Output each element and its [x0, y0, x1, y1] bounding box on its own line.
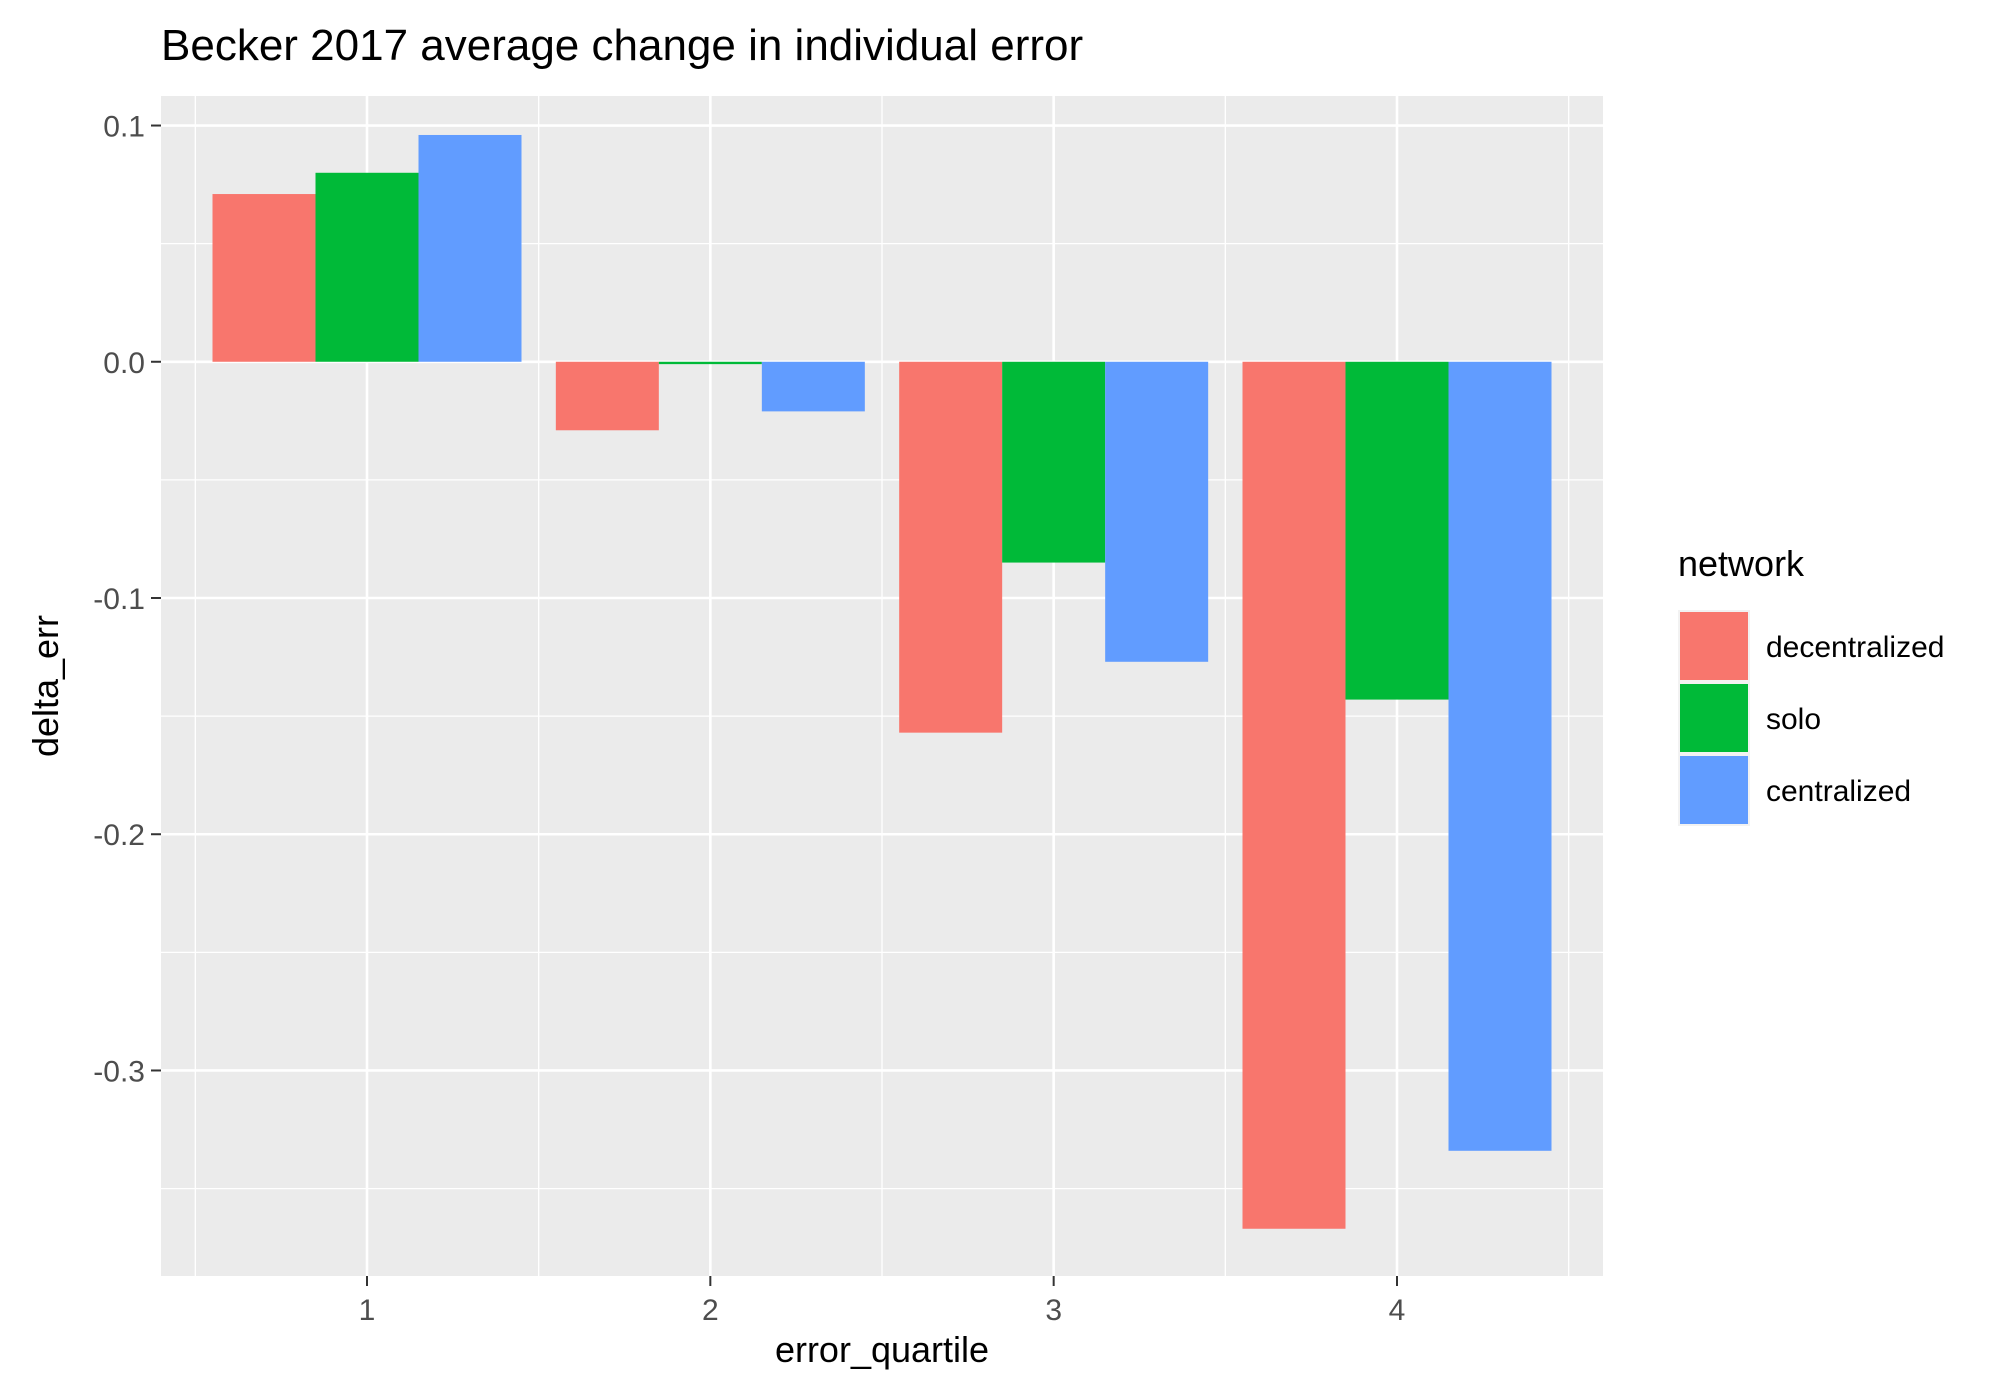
x-tick-label: 4	[1389, 1294, 1406, 1327]
chart-title: Becker 2017 average change in individual…	[161, 21, 1083, 70]
bars	[212, 134, 1552, 1229]
y-tick-label: -0.3	[93, 1055, 145, 1088]
bar-solo-q2	[658, 361, 762, 365]
bar-solo-q1	[315, 172, 419, 362]
bar-decentralized-q2	[555, 361, 659, 431]
y-axis-title: delta_err	[25, 615, 66, 757]
bar-solo-q4	[1345, 361, 1449, 700]
x-tick-label: 1	[359, 1294, 376, 1327]
x-tick-label: 3	[1045, 1294, 1062, 1327]
legend-key-solo	[1680, 684, 1748, 752]
bar-decentralized-q3	[899, 361, 1003, 733]
legend-label-decentralized: decentralized	[1766, 631, 1944, 664]
bar-centralized-q4	[1448, 361, 1552, 1151]
bar-centralized-q1	[418, 134, 522, 362]
y-axis: 0.1 0.0 -0.1 -0.2 -0.3	[93, 111, 161, 1088]
bar-decentralized-q1	[212, 194, 316, 362]
legend-key-decentralized	[1680, 612, 1748, 680]
legend-label-centralized: centralized	[1766, 775, 1911, 808]
y-tick-label: 0.0	[103, 347, 145, 380]
x-axis: 1 2 3 4	[359, 1276, 1406, 1327]
y-tick-label: -0.1	[93, 583, 145, 616]
y-tick-label: -0.2	[93, 819, 145, 852]
legend: network decentralized solo centralized	[1678, 543, 1944, 826]
legend-label-solo: solo	[1766, 703, 1821, 736]
bar-centralized-q2	[761, 361, 865, 412]
legend-title: network	[1678, 543, 1805, 584]
bar-centralized-q3	[1105, 361, 1209, 662]
x-tick-label: 2	[702, 1294, 719, 1327]
bar-solo-q3	[1002, 361, 1106, 563]
x-axis-title: error_quartile	[775, 1329, 989, 1370]
y-tick-label: 0.1	[103, 111, 145, 144]
legend-key-centralized	[1680, 756, 1748, 824]
bar-decentralized-q4	[1242, 361, 1346, 1229]
